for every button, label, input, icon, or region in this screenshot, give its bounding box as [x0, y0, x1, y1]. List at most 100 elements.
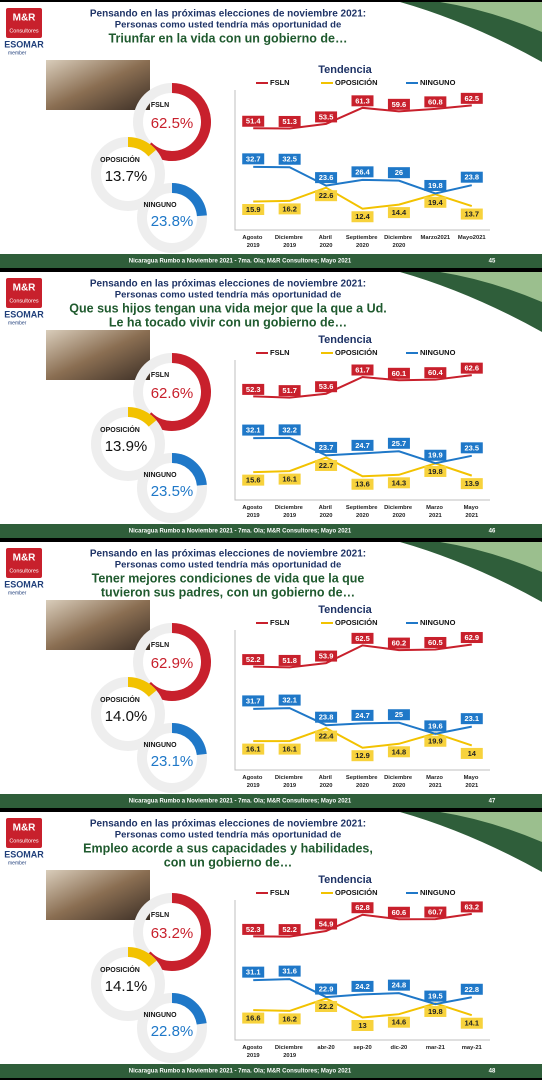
legend-label: OPOSICIÓN	[335, 348, 378, 357]
value-label: 19.8	[428, 467, 443, 476]
value-box	[278, 385, 301, 397]
donut-value: 22.8%	[151, 1023, 194, 1040]
value-label: 60.5	[428, 638, 443, 647]
value-box	[460, 478, 483, 490]
value-box	[387, 437, 410, 449]
value-box	[351, 980, 374, 992]
value-box	[278, 743, 301, 755]
x-tick-label: Agosto 2019	[242, 235, 264, 249]
logo-esomar: ESOMAR	[4, 309, 44, 319]
donut-arc	[127, 677, 157, 698]
slide-question: Empleo acorde a sus capacidades y habili…	[83, 841, 373, 855]
footer-text: Nicaragua Rumbo a Noviembre 2021 - 7ma. …	[129, 259, 352, 265]
value-label: 62.5	[464, 94, 479, 103]
slide-question: Que sus hijos tengan una vida mejor que …	[69, 301, 386, 315]
value-label: 23.8	[464, 173, 479, 182]
value-label: 16.1	[246, 745, 261, 754]
value-box	[242, 474, 265, 486]
logo-name: M&R	[13, 553, 37, 564]
x-tick-label: sep-20	[353, 1045, 371, 1051]
value-box	[351, 478, 374, 490]
x-tick-label: Septiembre 2020	[346, 775, 379, 789]
donut-value: 62.5%	[151, 115, 194, 132]
value-box	[315, 1001, 338, 1013]
slide-subtitle: Personas como usted tendría más oportuni…	[115, 830, 341, 841]
value-label: 13.9	[464, 479, 479, 488]
value-box	[278, 203, 301, 215]
slide-title: Pensando en las próximas elecciones de n…	[90, 549, 366, 560]
value-label: 25.7	[392, 439, 407, 448]
value-box	[387, 709, 410, 721]
value-box	[460, 747, 483, 759]
slide-question: con un gobierno de…	[164, 855, 292, 869]
slide-question: tuvieron sus padres, con un gobierno de…	[101, 585, 355, 599]
x-tick-label: Septiembre 2020	[346, 505, 379, 519]
corner-decoration	[440, 272, 542, 302]
donut-value: 13.9%	[105, 438, 148, 455]
x-tick-label: Diciembre 2019	[275, 505, 305, 519]
value-box	[242, 966, 265, 978]
value-label: 51.4	[246, 117, 261, 126]
value-box	[242, 153, 265, 165]
logo-esomar: ESOMAR	[4, 849, 44, 859]
donut-value: 63.2%	[151, 925, 194, 942]
value-label: 53.5	[319, 112, 334, 121]
value-label: 23.5	[464, 443, 479, 452]
value-box	[424, 96, 447, 108]
value-box	[242, 424, 265, 436]
value-label: 26.4	[355, 167, 370, 176]
value-label: 23.8	[319, 713, 334, 722]
value-label: 13.7	[464, 210, 479, 219]
value-box	[351, 166, 374, 178]
value-box	[242, 204, 265, 216]
value-label: 22.6	[319, 191, 334, 200]
value-box	[460, 171, 483, 183]
value-label: 16.2	[282, 204, 297, 213]
value-label: 24.7	[355, 441, 370, 450]
logo-sub: Consultores	[9, 568, 39, 574]
value-label: 15.6	[246, 476, 261, 485]
x-tick-label: Mayo 2021	[464, 775, 480, 789]
x-tick-label: Mayo2021	[458, 235, 486, 241]
value-label: 59.6	[392, 100, 407, 109]
trend-line	[253, 912, 472, 938]
photo	[46, 330, 150, 380]
slide-subtitle: Personas como usted tendría más oportuni…	[115, 20, 341, 31]
value-label: 60.6	[392, 908, 407, 917]
value-label: 51.8	[282, 656, 297, 665]
slide-background	[0, 2, 542, 268]
value-label: 14.4	[392, 208, 407, 217]
slide-subtitle: Personas como usted tendría más oportuni…	[115, 290, 341, 301]
trend-line	[253, 374, 472, 399]
value-box	[278, 115, 301, 127]
x-tick-label: Septiembre 2020	[346, 235, 379, 249]
donut-arc	[127, 407, 157, 427]
value-box	[315, 172, 338, 184]
logo-name: M&R	[13, 823, 37, 834]
plot-frame	[234, 360, 490, 501]
footer-text: Nicaragua Rumbo a Noviembre 2021 - 7ma. …	[129, 529, 352, 535]
value-label: 31.7	[246, 696, 261, 705]
logo-esomar: ESOMAR	[4, 579, 44, 589]
donut-arc	[171, 183, 207, 217]
x-tick-label: Diciembre 2020	[384, 505, 414, 519]
value-box	[278, 924, 301, 936]
value-box	[387, 98, 410, 110]
value-box	[387, 207, 410, 219]
photo	[46, 870, 150, 920]
value-label: 14.8	[392, 747, 407, 756]
x-tick-label: Marzo 2021	[426, 505, 444, 519]
value-box	[278, 153, 301, 165]
slide-background	[0, 272, 542, 538]
value-label: 19.9	[428, 451, 443, 460]
value-box	[460, 901, 483, 913]
chart-title: Tendencia	[318, 64, 372, 76]
x-tick-label: Mayo 2021	[464, 505, 480, 519]
legend-label: NINGUNO	[420, 618, 456, 627]
value-box	[387, 1016, 410, 1028]
logo-name: M&R	[13, 283, 37, 294]
value-box	[242, 923, 265, 935]
